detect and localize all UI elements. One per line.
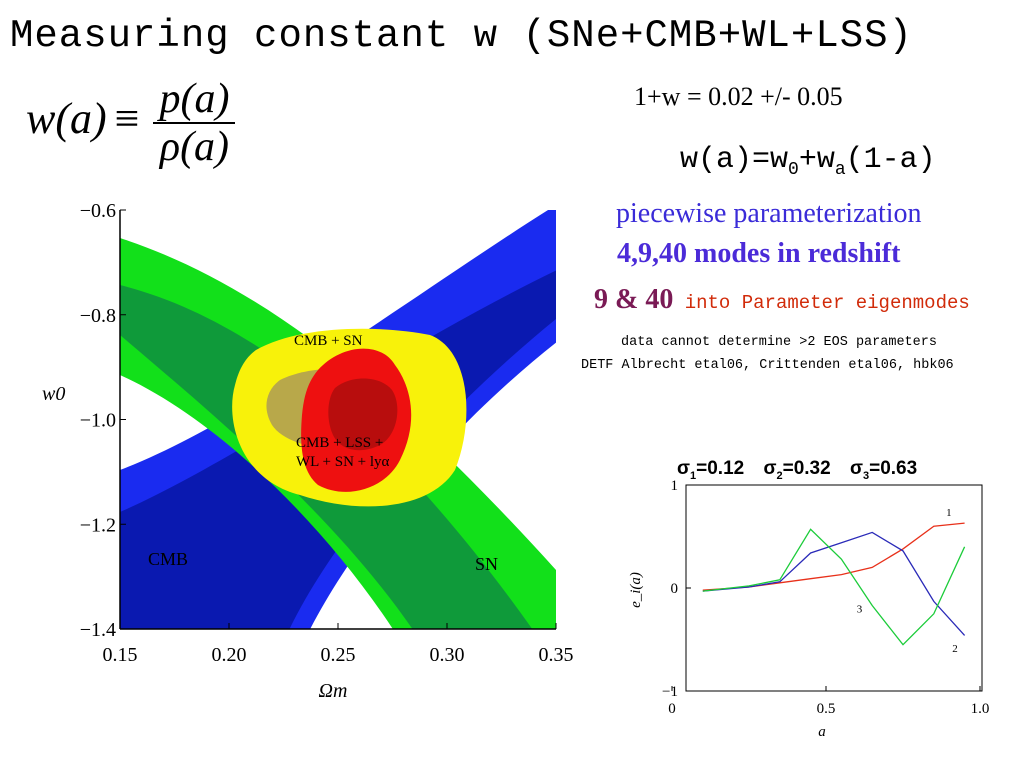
eigen-ytick-label: 1 <box>671 478 679 494</box>
contour-ytick-label: −1.0 <box>80 410 116 432</box>
contour-xlabel: Ωm <box>319 680 348 702</box>
eigen-ytick-label: −1 <box>662 684 678 700</box>
contour-xtick-label: 0.25 <box>321 644 356 666</box>
sigma-3: σ3=0.63 <box>849 458 918 482</box>
eigen-xlabel: a <box>818 724 826 740</box>
definition-fraction: p(a) ρ(a) <box>153 78 236 170</box>
contour-xtick-label: 0.30 <box>430 644 465 666</box>
contour-chart: 0.15 0.20 0.25 0.30 0.35 −1.4 −1.2 −1.0 −0.8 −0.6… <box>42 200 574 702</box>
eigen-xtick-label: 0.5 <box>817 701 836 717</box>
eigen-axes: 0 0.5 1.0−101 <box>662 478 989 717</box>
piecewise-text: piecewise parameterization <box>616 198 922 229</box>
contour-axes: 0.15 0.20 0.25 0.30 0.35 −1.4 −1.2 −1.0 −0.8 −0.6 <box>80 200 574 666</box>
eigenmodes-line: 9 & 40 into Parameter eigenmodes <box>594 284 970 316</box>
sn-region-label: SN <box>475 554 498 574</box>
detf-reference: DETF Albrecht etal06, Crittenden etal06,… <box>581 358 954 373</box>
sigma-2: σ2=0.32 <box>763 458 831 482</box>
contour-xtick-label: 0.35 <box>539 644 574 666</box>
measurement-text: 1+w = 0.02 +/- 0.05 <box>634 82 843 111</box>
combo-label-line1: CMB + LSS + <box>296 435 383 451</box>
eigen-line-label-2: 2 <box>952 643 958 655</box>
eigen-line-label-3: 3 <box>857 604 863 616</box>
eigen-lines <box>702 522 966 646</box>
definition-numerator: p(a) <box>153 78 236 124</box>
definition-denominator: ρ(a) <box>159 124 230 170</box>
cmb-region-label: CMB <box>148 549 188 569</box>
wpar-pre: w(a)=w <box>680 143 789 177</box>
combo-label-line2: WL + SN + lyα <box>296 454 390 470</box>
wpar-suba: a <box>834 160 846 180</box>
wpar-mid: +w <box>798 143 835 177</box>
eigen-ytick-label: 0 <box>671 581 679 597</box>
eigen-line-label-1: 1 <box>946 507 952 519</box>
contour-ylabel: w0 <box>42 383 65 405</box>
contour-xtick-label: 0.20 <box>212 644 247 666</box>
contour-xtick-label: 0.15 <box>103 644 138 666</box>
eos-definition: w(a) ≡ p(a) ρ(a) <box>26 78 236 170</box>
eigen-ylabel: e_i(a) <box>628 572 644 608</box>
contour-ytick-label: −0.8 <box>80 305 116 327</box>
eigenmode-chart: 0 0.5 1.0−101 123 a e_i(a) <box>628 478 989 740</box>
w-parameterization: w(a)=w0+wa(1-a) <box>680 143 936 180</box>
no-data-text: data cannot determine >2 EOS parameters <box>621 335 937 350</box>
eigenmodes-text: into Parameter eigenmodes <box>673 292 970 314</box>
eigen-xtick-label: 1.0 <box>971 701 990 717</box>
eigen-series-2 <box>702 531 966 636</box>
contour-ytick-label: −0.6 <box>80 200 116 222</box>
nine-forty-text: 9 & 40 <box>594 284 674 315</box>
sigma-1: σ1=0.12 <box>677 458 745 482</box>
definition-symbol: ≡ <box>114 94 140 144</box>
combo-inner-contour <box>328 378 398 451</box>
sigma-values: σ1=0.12 σ2=0.32 σ3=0.63 <box>677 458 931 482</box>
eigen-xtick-label: 0 <box>668 701 676 717</box>
modes-text: 4,9,40 modes in redshift <box>617 238 901 269</box>
eigen-series-3 <box>702 528 966 646</box>
definition-lhs: w(a) <box>26 94 107 144</box>
wpar-sub0: 0 <box>788 160 799 180</box>
contour-ytick-label: −1.2 <box>80 514 116 536</box>
page-title: Measuring constant w (SNe+CMB+WL+LSS) <box>10 14 913 58</box>
wpar-post: (1-a) <box>845 143 936 177</box>
contour-ytick-label: −1.4 <box>80 619 116 641</box>
cmb-sn-label: CMB + SN <box>294 333 363 349</box>
eigen-line-labels: 1 2 3 <box>857 507 958 655</box>
